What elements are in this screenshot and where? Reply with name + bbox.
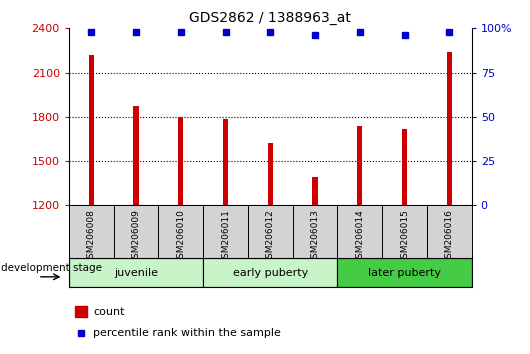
Text: GSM206015: GSM206015 bbox=[400, 210, 409, 264]
Text: later puberty: later puberty bbox=[368, 268, 441, 278]
Bar bbox=[69, 205, 113, 258]
Bar bbox=[89, 55, 94, 205]
Text: percentile rank within the sample: percentile rank within the sample bbox=[93, 328, 281, 338]
Bar bbox=[382, 205, 427, 258]
Bar bbox=[203, 205, 248, 258]
Text: GSM206011: GSM206011 bbox=[221, 210, 230, 264]
Text: GSM206013: GSM206013 bbox=[311, 210, 320, 264]
Bar bbox=[75, 306, 87, 317]
Bar bbox=[338, 258, 472, 287]
Text: juvenile: juvenile bbox=[114, 268, 158, 278]
Text: GSM206012: GSM206012 bbox=[266, 210, 275, 264]
Bar bbox=[178, 117, 183, 205]
Text: count: count bbox=[93, 307, 125, 317]
Text: GSM206010: GSM206010 bbox=[176, 210, 186, 264]
Text: development stage: development stage bbox=[2, 263, 102, 273]
Text: GSM206016: GSM206016 bbox=[445, 210, 454, 264]
Bar bbox=[134, 107, 139, 205]
Title: GDS2862 / 1388963_at: GDS2862 / 1388963_at bbox=[189, 11, 351, 24]
Bar bbox=[402, 129, 407, 205]
Bar bbox=[357, 126, 363, 205]
Bar bbox=[158, 205, 203, 258]
Bar bbox=[338, 205, 382, 258]
Bar bbox=[203, 258, 338, 287]
Text: GSM206009: GSM206009 bbox=[131, 210, 140, 264]
Bar bbox=[312, 177, 318, 205]
Text: early puberty: early puberty bbox=[233, 268, 308, 278]
Text: GSM206008: GSM206008 bbox=[87, 210, 96, 264]
Bar bbox=[223, 119, 228, 205]
Bar bbox=[248, 205, 293, 258]
Bar bbox=[447, 52, 452, 205]
Bar bbox=[293, 205, 338, 258]
Bar bbox=[69, 258, 203, 287]
Bar bbox=[427, 205, 472, 258]
Bar bbox=[113, 205, 158, 258]
Bar bbox=[268, 143, 273, 205]
Text: GSM206014: GSM206014 bbox=[355, 210, 364, 264]
